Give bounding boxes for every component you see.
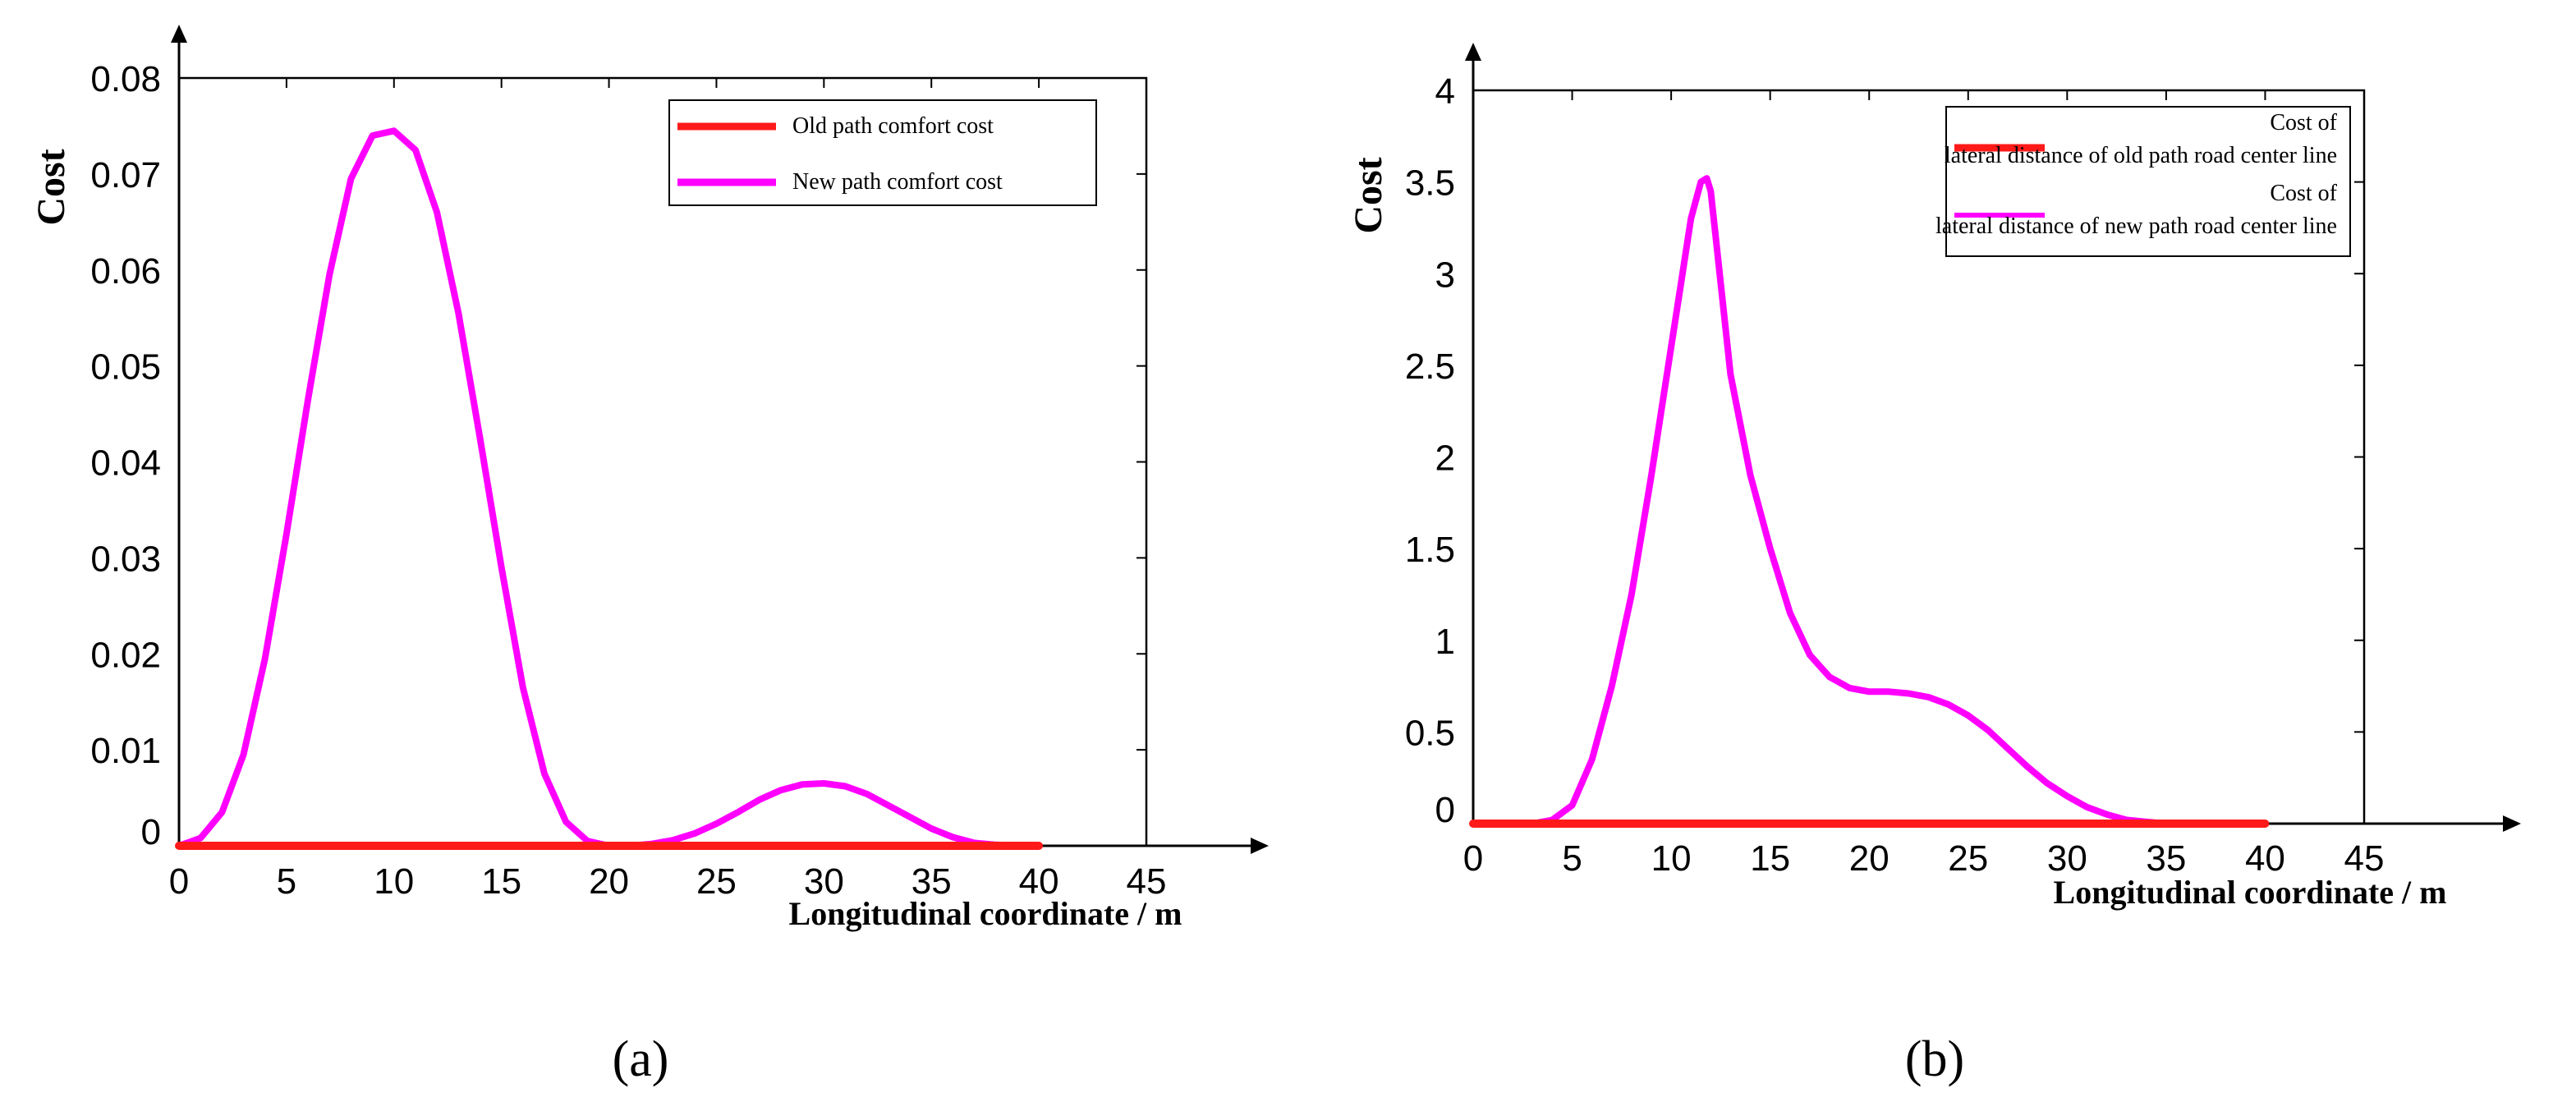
panel-a-legend-label-new: New path comfort cost	[792, 169, 1003, 195]
panel-a-ytick-label: 0.01	[90, 731, 161, 771]
panel-b-ytick-label: 2	[1435, 439, 1455, 479]
panel-b-ytick-label: 2.5	[1405, 347, 1455, 387]
panel-b-xtick-label: 20	[1849, 838, 1890, 879]
panel-a-xtick-label: 45	[1127, 861, 1167, 902]
panel-a-xtick-label: 5	[277, 861, 296, 902]
panel-a-new-path-line	[176, 127, 1043, 849]
panel-b-x-axis-arrow	[2503, 815, 2521, 832]
panel-a-xtick-label: 25	[696, 861, 737, 902]
panel-a-x-axis-title: Longitudinal coordinate / m	[789, 895, 1182, 932]
panel-b-ytick-label: 0	[1435, 790, 1455, 830]
panel-b-xtick-label: 15	[1750, 838, 1790, 879]
panel-a-ytick-label: 0.05	[90, 347, 161, 388]
panel-b-ytick-label: 0.5	[1405, 713, 1455, 753]
panel-b-xtick-label: 10	[1651, 838, 1692, 879]
panel-a-y-axis-arrow	[171, 25, 187, 43]
panel-a-xtick-label: 40	[1019, 861, 1059, 902]
panel-b-ytick-label: 1	[1435, 622, 1455, 662]
panel-b-legend-box	[1945, 106, 2351, 257]
panel-a-xtick-label: 35	[911, 861, 952, 902]
panel-b-ytick-label: 3	[1435, 255, 1455, 295]
panel-b-new-path-line	[1470, 175, 2269, 827]
panel-a-xtick-label: 20	[589, 861, 629, 902]
panel-b-ytick-label: 4	[1435, 71, 1455, 112]
panel-a-ytick-label: 0	[141, 812, 161, 852]
panel-a-xtick-label: 10	[374, 861, 414, 902]
panel-a-legend-label-old: Old path comfort cost	[792, 113, 994, 139]
panel-b-y-axis-title: Cost	[1347, 157, 1390, 233]
panel-b-y-axis-arrow	[1465, 43, 1481, 61]
panel-a-ytick-label: 0.02	[90, 635, 161, 675]
chart-panel-b: 0 0.5 1 1.5 2 2.5 3 3.5 4 0 5 10 15 20 25 30 35 40 45 Cos…	[1347, 43, 2521, 1087]
panel-b-ytick-label: 3.5	[1405, 163, 1455, 204]
panel-a-ytick-label: 0.04	[90, 443, 161, 484]
panel-b-xtick-label: 5	[1562, 838, 1582, 879]
panel-b-xtick-label: 35	[2146, 838, 2186, 879]
panel-a-ytick-label: 0.08	[90, 59, 161, 99]
panel-a-xtick-label: 0	[169, 861, 189, 902]
panel-a-ytick-label: 0.07	[90, 155, 161, 195]
chart-panel-a: 0 0.01 0.02 0.03 0.04 0.05 0.06 0.07 0.08 0 5 10 15…	[30, 25, 1269, 1087]
panel-b-xtick-label: 40	[2245, 838, 2285, 879]
panel-a-legend: Old path comfort cost New path comfort c…	[668, 99, 1097, 206]
panel-a-caption: (a)	[613, 1031, 669, 1087]
panel-b-legend-label-new: Cost of lateral distance of new path road…	[1935, 181, 2338, 239]
panel-a-x-axis-arrow	[1251, 838, 1269, 854]
panel-a-y-axis-title: Cost	[30, 149, 73, 225]
panel-a-legend-box	[668, 99, 1097, 206]
panel-a-ytick-label: 0.03	[90, 539, 161, 579]
panel-b-xtick-label: 25	[1948, 838, 1988, 879]
panel-a-xtick-label: 15	[481, 861, 521, 902]
panel-b-caption: (b)	[1905, 1031, 1964, 1087]
panel-b-legend: Cost of lateral distance of old path road…	[1935, 106, 2351, 257]
panel-b-xtick-label: 30	[2047, 838, 2087, 879]
panel-b-legend-label-old: Cost of lateral distance of old path road…	[1945, 110, 2338, 168]
panel-b-xtick-label: 0	[1463, 838, 1483, 879]
panel-b-x-axis-title: Longitudinal coordinate / m	[2054, 874, 2447, 911]
panel-a-xtick-label: 30	[804, 861, 844, 902]
panel-b-ytick-label: 1.5	[1405, 530, 1455, 570]
panel-b-xtick-label: 45	[2344, 838, 2385, 879]
panel-a-ytick-label: 0.06	[90, 251, 161, 292]
